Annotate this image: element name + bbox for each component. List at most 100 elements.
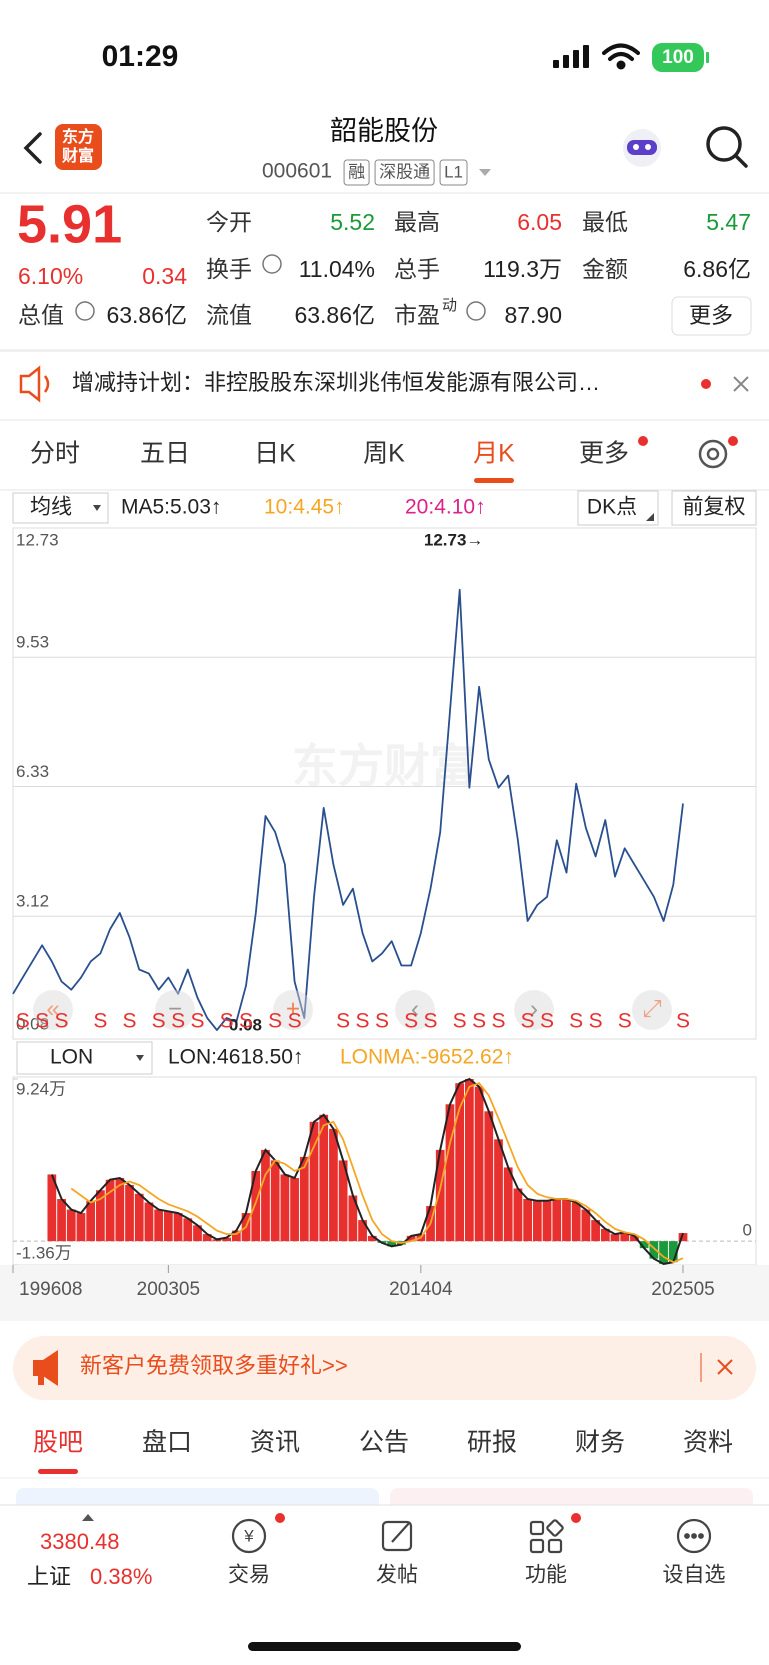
post-icon[interactable] [381, 1520, 413, 1552]
robot-icon[interactable] [623, 129, 661, 167]
period-tab[interactable]: 周K [363, 440, 405, 468]
period-tab[interactable]: 分时 [30, 440, 80, 468]
badge-dot [571, 1513, 581, 1523]
lon-bar [280, 1174, 290, 1242]
signal: S [336, 1010, 350, 1033]
info-icon[interactable] [75, 254, 486, 321]
signal: S [404, 1010, 418, 1033]
period-tab[interactable]: 更多 [579, 440, 629, 468]
lon-bar [115, 1177, 125, 1242]
x-axis: 199608 200305 201404 202505 [12, 1265, 715, 1300]
lon-bar [173, 1213, 183, 1242]
indicator-selector-label[interactable]: LON [50, 1046, 93, 1069]
signal: S [93, 1010, 107, 1033]
lon-bar [299, 1156, 309, 1242]
section-tab[interactable]: 研报 [467, 1429, 517, 1457]
period-tab[interactable]: 日K [254, 440, 296, 468]
period-tab[interactable]: 五日 [140, 440, 190, 468]
price-chart: 12.73 9.53 6.33 3.12 0.08 12.73→ 0.08 [12, 527, 756, 1040]
section-tab[interactable]: 盘口 [142, 1429, 192, 1457]
bottom-nav-label[interactable]: 功能 [525, 1564, 567, 1587]
adjust-label[interactable]: 前复权 [683, 496, 746, 519]
divider [0, 349, 769, 352]
signal: S [521, 1010, 535, 1033]
more-button[interactable] [671, 296, 752, 336]
close-promo[interactable] [717, 1359, 733, 1375]
index-name[interactable]: 上证 [27, 1564, 71, 1589]
lon-bar [562, 1199, 571, 1242]
lon-bar [474, 1086, 484, 1242]
index-percent[interactable]: 0.38% [90, 1564, 152, 1589]
lon-bar [610, 1234, 620, 1242]
lon-bar [678, 1233, 688, 1242]
signal: S [618, 1010, 632, 1033]
megaphone-icon [33, 1350, 58, 1386]
section-tab[interactable]: 资料 [683, 1429, 733, 1457]
dropdown-arrow[interactable] [479, 169, 491, 176]
signal: S [55, 1010, 69, 1033]
back-button[interactable] [23, 132, 42, 164]
y-tick-label: 9.53 [16, 633, 49, 652]
ma-selector-label[interactable]: 均线 [30, 496, 72, 519]
bottom-nav-label[interactable]: 设自选 [663, 1564, 726, 1587]
wifi-icon [602, 43, 640, 70]
lon-bar [367, 1235, 377, 1242]
function-icon[interactable] [529, 1519, 564, 1554]
watchlist-icon[interactable] [676, 1518, 712, 1554]
y-tick-label: 3.12 [16, 892, 49, 911]
lon-bar [591, 1220, 600, 1242]
price-chart-frame [12, 527, 757, 1040]
svg-text:‹: ‹ [411, 995, 419, 1022]
y-tick-label: -1.36万 [16, 1243, 72, 1262]
dk-label[interactable]: DK点 [587, 496, 637, 519]
section-tab[interactable]: 财务 [575, 1429, 625, 1457]
chart-nav-buttons[interactable]: « − + ‹ › ⤢ [33, 990, 672, 1030]
lon-bar [144, 1202, 154, 1242]
signal: S [375, 1010, 389, 1033]
notice-text[interactable]: 增减持计划：非控股股东深圳兆伟恒发能源有限公司… [72, 370, 600, 395]
badge: L1 [444, 162, 463, 181]
period-tab[interactable]: 月K [473, 440, 515, 468]
svg-text:¥: ¥ [243, 1526, 254, 1545]
section-underline [38, 1469, 78, 1474]
trade-icon[interactable]: ¥ [231, 1518, 267, 1554]
promo-text[interactable]: 新客户免费领取多重好礼>> [80, 1353, 348, 1378]
field-value: 6.86亿 [683, 256, 751, 282]
close-notice[interactable] [733, 376, 749, 392]
index-value[interactable]: 3380.48 [40, 1529, 120, 1554]
section-tab[interactable]: 资讯 [250, 1429, 300, 1457]
ma-selector[interactable] [12, 492, 109, 524]
badge-dot [638, 436, 648, 446]
bottom-nav-label[interactable]: 发帖 [376, 1564, 418, 1587]
section-tab[interactable]: 公告 [359, 1429, 409, 1457]
signal: S [491, 1010, 505, 1033]
lon-bar [387, 1241, 397, 1247]
adjust-button[interactable] [671, 490, 757, 526]
lon-bar [261, 1149, 270, 1242]
dk-button[interactable] [577, 490, 659, 526]
section-tabs: 股吧 盘口 资讯 公告 研报 财务 资料 [33, 1429, 733, 1474]
badge-box [374, 159, 435, 186]
promo-banner[interactable] [13, 1336, 756, 1400]
bottom-nav-label[interactable]: 交易 [228, 1564, 270, 1587]
lon-bar [154, 1209, 164, 1242]
battery [652, 43, 704, 72]
more-label[interactable]: 更多 [689, 303, 733, 328]
lon-bar [134, 1193, 144, 1242]
field-label: 总值 [18, 302, 64, 328]
indicator-selector[interactable] [16, 1041, 153, 1075]
search-icon[interactable] [706, 126, 748, 168]
battery-tip [706, 52, 709, 63]
lon-bar [66, 1209, 76, 1242]
lon-bar [523, 1199, 533, 1242]
field-value: 11.04% [299, 256, 375, 282]
settings-icon[interactable] [698, 439, 728, 469]
lon-bar [668, 1241, 678, 1263]
section-tab[interactable]: 股吧 [33, 1429, 83, 1457]
period-tabs: 分时 五日 日K 周K 月K 更多 [30, 440, 629, 483]
lonma-line [70, 1082, 684, 1264]
signal: S [540, 1010, 554, 1033]
low-label: 0.08 [229, 1015, 262, 1034]
signal: S [123, 1010, 137, 1033]
